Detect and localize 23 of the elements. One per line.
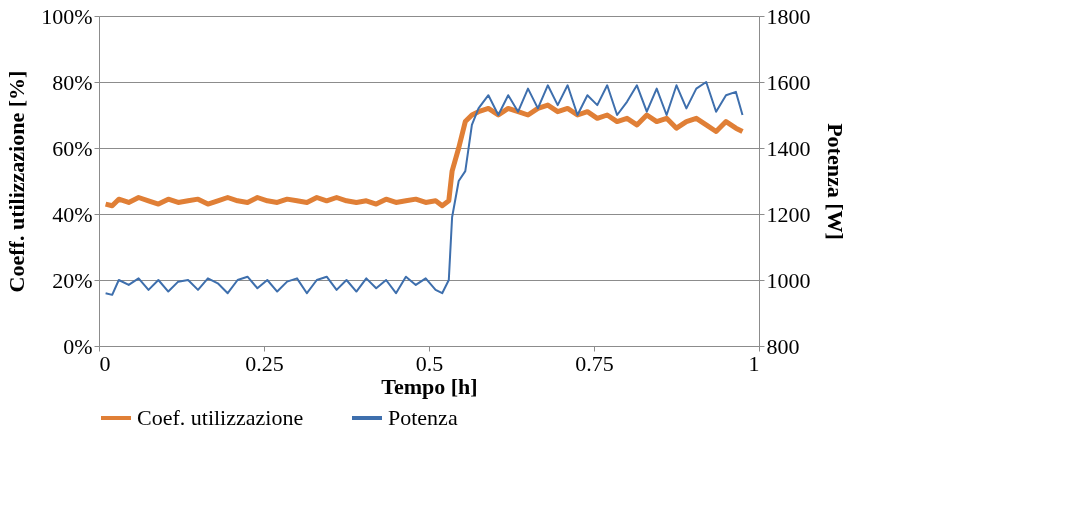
y-tick-label: 60% [52, 135, 93, 161]
y2-tick-label: 1000 [766, 267, 811, 293]
x-tick-label: 0.25 [245, 350, 284, 376]
x-tick-label: 1 [748, 350, 760, 376]
y2-tick-label: 800 [766, 333, 800, 359]
x-tick-label: 0.75 [575, 350, 614, 376]
y2-tick-label: 1400 [766, 135, 811, 161]
y2-axis-title: Potenza [W] [822, 123, 848, 240]
legend-label: Potenza [388, 405, 458, 430]
y2-tick-label: 1600 [766, 69, 811, 95]
x-axis-title: Tempo [h] [381, 373, 478, 399]
x-tick-label: 0.5 [415, 350, 444, 376]
y-tick-label: 20% [52, 267, 93, 293]
y2-tick-label: 1200 [766, 201, 811, 227]
y-tick-label: 0% [63, 333, 93, 359]
y2-tick-label: 1800 [766, 3, 811, 29]
y-tick-label: 100% [41, 3, 93, 29]
legend-label: Coef. utilizzazione [137, 405, 304, 430]
y-tick-label: 80% [52, 69, 93, 95]
y-tick-label: 40% [52, 201, 93, 227]
line-series [104, 81, 744, 296]
x-tick-label: 0 [99, 350, 111, 376]
y-axis-title: Coeff. utilizzazione [%] [4, 70, 30, 293]
